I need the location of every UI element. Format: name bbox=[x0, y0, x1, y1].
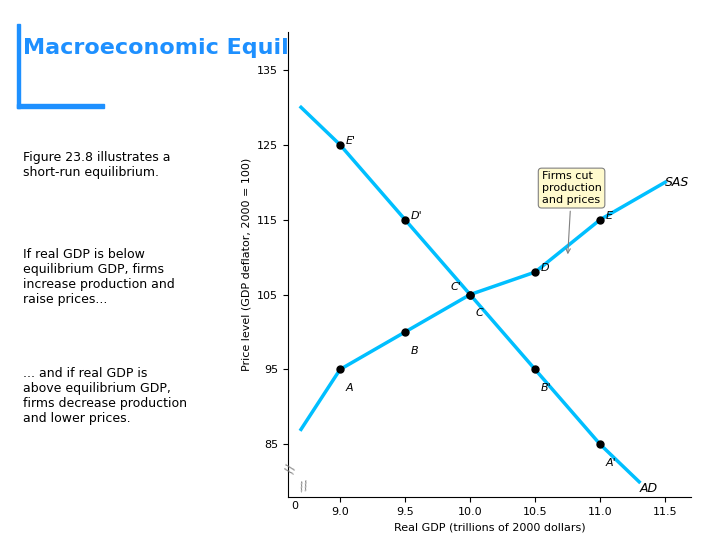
Text: SAS: SAS bbox=[665, 176, 690, 188]
Text: Firms cut
production
and prices: Firms cut production and prices bbox=[541, 172, 601, 253]
Text: If real GDP is below
equilibrium GDP, firms
increase production and
raise prices: If real GDP is below equilibrium GDP, fi… bbox=[23, 248, 175, 306]
Text: B': B' bbox=[540, 383, 551, 393]
Text: ... and if real GDP is
above equilibrium GDP,
firms decrease production
and lowe: ... and if real GDP is above equilibrium… bbox=[23, 367, 187, 425]
Text: //: // bbox=[283, 463, 298, 474]
Text: E: E bbox=[606, 211, 612, 221]
Text: B: B bbox=[410, 346, 418, 356]
Text: //: // bbox=[298, 478, 310, 493]
Text: D: D bbox=[540, 264, 549, 273]
Text: D': D' bbox=[410, 211, 422, 221]
Bar bbox=[17, 104, 104, 108]
Text: AD: AD bbox=[639, 482, 657, 495]
Text: A': A' bbox=[606, 458, 616, 468]
Text: 0: 0 bbox=[291, 501, 298, 510]
Bar bbox=[17, 24, 19, 108]
Text: C: C bbox=[475, 308, 483, 318]
Text: Figure 23.8 illustrates a
short-run equilibrium.: Figure 23.8 illustrates a short-run equi… bbox=[23, 151, 171, 179]
X-axis label: Real GDP (trillions of 2000 dollars): Real GDP (trillions of 2000 dollars) bbox=[394, 522, 585, 532]
Y-axis label: Price level (GDP deflator, 2000 = 100): Price level (GDP deflator, 2000 = 100) bbox=[242, 158, 251, 371]
Text: E': E' bbox=[345, 136, 355, 146]
Text: C': C' bbox=[451, 282, 462, 292]
Text: Macroeconomic Equilibrium: Macroeconomic Equilibrium bbox=[23, 38, 370, 58]
Text: A: A bbox=[345, 383, 353, 393]
